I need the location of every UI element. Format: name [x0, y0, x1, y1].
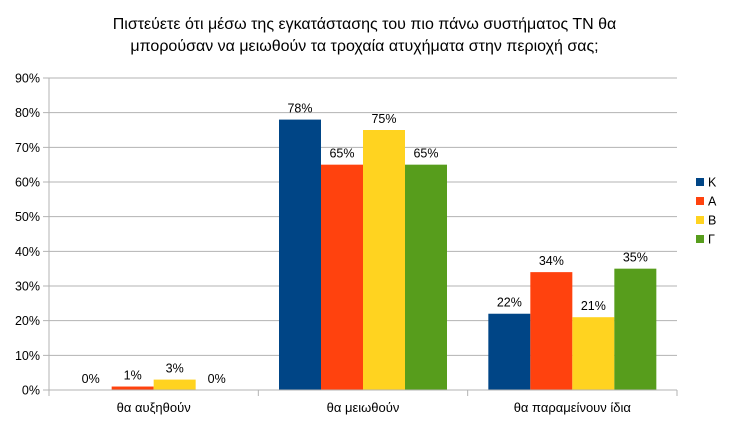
data-label: 65%: [413, 147, 438, 161]
data-label: 21%: [581, 299, 606, 313]
bars: [111, 119, 657, 390]
chart-title-line-2: μπορούσαν να μειωθούν τα τροχαία ατυχήμα…: [130, 38, 599, 55]
data-label: 3%: [166, 362, 184, 376]
y-tick-label: 40%: [15, 245, 40, 259]
bar: [321, 164, 363, 390]
data-labels: 0% 78% 22% 1% 65% 34% 3% 75% 21% 0% 65% 35%: [82, 102, 648, 386]
data-label: 75%: [371, 112, 396, 126]
y-tick-label: 80%: [15, 106, 40, 120]
y-tick-label: 60%: [15, 176, 40, 190]
y-tick-label: 70%: [15, 141, 40, 155]
legend-label: Κ: [708, 176, 717, 190]
data-label: 34%: [539, 254, 564, 268]
x-category-label: θα αυξηθούν: [117, 400, 191, 415]
bar: [405, 164, 447, 390]
bar: [572, 317, 615, 390]
legend-label: Γ: [708, 233, 715, 247]
bar: [488, 313, 531, 390]
y-tick-label: 30%: [15, 280, 40, 294]
legend-swatch: [696, 197, 704, 205]
x-category-label: θα παραμείνουν ίδια: [514, 400, 632, 415]
data-label: 0%: [208, 372, 226, 386]
bar: [153, 379, 196, 390]
legend-label: Α: [708, 195, 717, 209]
data-label: 22%: [497, 296, 522, 310]
legend-label: Β: [708, 214, 716, 228]
bar: [363, 130, 405, 390]
axes: 0% 10% 20% 30% 40% 50% 60% 70% 80% 90% θα αυξηθούν…: [15, 72, 678, 415]
y-tick-label: 20%: [15, 314, 40, 328]
bar: [111, 386, 154, 390]
bar: [614, 268, 657, 390]
data-label: 65%: [329, 147, 354, 161]
data-label: 1%: [124, 369, 142, 383]
data-label: 0%: [82, 372, 100, 386]
bar: [279, 119, 321, 390]
data-label: 35%: [623, 251, 648, 265]
data-label: 78%: [287, 102, 312, 116]
chart-title: Πιστεύετε ότι μέσω της εγκατάστασης του …: [0, 14, 729, 58]
y-tick-label: 10%: [15, 349, 40, 363]
chart-title-line-1: Πιστεύετε ότι μέσω της εγκατάστασης του …: [112, 16, 617, 33]
y-tick-label: 0%: [22, 384, 40, 398]
legend-swatch: [696, 216, 704, 224]
y-tick-label: 50%: [15, 210, 40, 224]
y-tick-label: 90%: [15, 72, 40, 86]
x-category-label: θα μειωθούν: [327, 400, 400, 415]
bar: [530, 272, 573, 390]
legend-swatch: [696, 178, 704, 186]
legend-swatch: [696, 235, 704, 243]
